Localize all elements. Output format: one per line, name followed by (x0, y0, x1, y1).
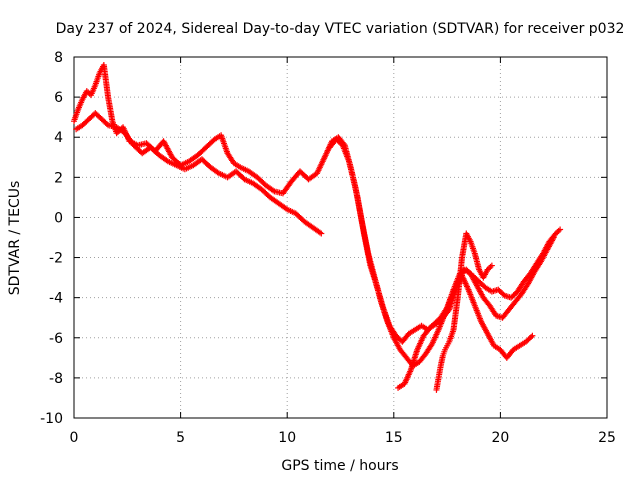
y-tick-label: 2 (54, 170, 63, 186)
x-tick-label: 10 (278, 430, 296, 446)
y-axis-label: SDTVAR / TECUs (7, 181, 23, 296)
y-tick-label: -8 (49, 371, 63, 387)
x-tick-label: 5 (176, 430, 185, 446)
data-point (528, 333, 535, 340)
y-tick-label: 8 (54, 50, 63, 66)
y-tick-label: -4 (49, 291, 63, 307)
y-tick-label: -6 (49, 331, 63, 347)
x-tick-label: 0 (70, 430, 79, 446)
y-tick-label: 0 (54, 210, 63, 226)
data-point (488, 262, 495, 269)
data-point (557, 226, 564, 233)
x-tick-label: 25 (598, 430, 616, 446)
y-tick-label: -10 (40, 411, 63, 427)
data-point (550, 234, 557, 241)
data-marks (71, 62, 564, 393)
x-tick-label: 20 (491, 430, 509, 446)
data-point (529, 332, 536, 339)
grid (74, 57, 607, 418)
y-tick-label: 4 (54, 130, 63, 146)
data-point (318, 230, 325, 237)
x-tick-label: 15 (385, 430, 403, 446)
chart-title: Day 237 of 2024, Sidereal Day-to-day VTE… (56, 21, 625, 37)
y-tick-label: -2 (49, 251, 63, 267)
x-axis-label: GPS time / hours (281, 458, 398, 474)
plot-frame (73, 56, 608, 419)
y-tick-label: 6 (54, 90, 63, 106)
